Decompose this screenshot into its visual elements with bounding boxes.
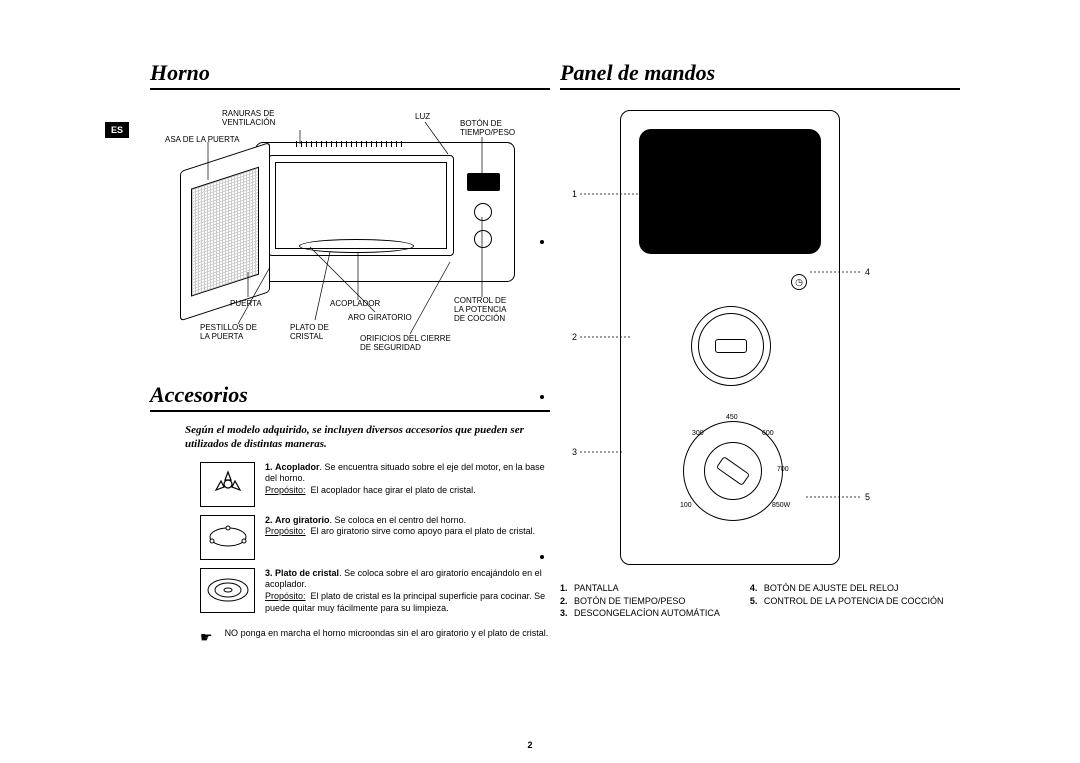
page-number: 2 — [527, 740, 532, 750]
control-panel-diagram: ◷ 100 300 450 600 700 850W — [560, 102, 920, 572]
label-orificios: ORIFICIOS DEL CIERREDE SEGURIDAD — [360, 335, 451, 353]
language-badge: ES — [105, 122, 129, 138]
pointing-hand-icon: ☛ — [200, 628, 213, 646]
callout-num: 5 — [865, 492, 870, 502]
legend-item: 2.BOTÓN DE TIEMPO/PESO — [560, 595, 720, 608]
label-plato: PLATO DECRISTAL — [290, 324, 329, 342]
label-luz: LUZ — [415, 113, 430, 122]
acc-title: Aro giratorio — [275, 515, 330, 525]
acc-num: 1. — [265, 462, 273, 472]
legend-item: 4.BOTÓN DE AJUSTE DEL RELOJ — [750, 582, 944, 595]
callout-num: 2 — [572, 332, 577, 342]
accessory-thumb-coupler — [200, 462, 255, 507]
note-text: NO ponga en marcha el horno microondas s… — [225, 628, 549, 640]
legend-item: 3.DESCONGELACÍON AUTOMÁTICA — [560, 607, 720, 620]
panel-legend: 1.PANTALLA 2.BOTÓN DE TIEMPO/PESO 3.DESC… — [560, 582, 960, 620]
label-aro: ARO GIRATORIO — [348, 314, 412, 323]
label-asa: ASA DE LA PUERTA — [165, 136, 239, 145]
acc-title: Acoplador — [275, 462, 320, 472]
acc-purpose-label: Propósito: — [265, 591, 306, 601]
acc-purpose-label: Propósito: — [265, 485, 306, 495]
section-title-accesorios: Accesorios — [150, 382, 550, 412]
label-boton-tiempo: BOTÓN DETIEMPO/PESO — [460, 120, 515, 138]
acc-num: 3. — [265, 568, 273, 578]
acc-purpose: El plato de cristal es la principal supe… — [265, 591, 545, 613]
accessory-row: 2. Aro giratorio. Se coloca en el centro… — [200, 515, 550, 560]
accessory-thumb-plate — [200, 568, 255, 613]
manual-page: ES Horno — [110, 60, 950, 740]
acc-purpose: El aro giratorio sirve como apoyo para e… — [311, 526, 536, 536]
acc-desc: . Se coloca en el centro del horno. — [330, 515, 467, 525]
section-title-horno: Horno — [150, 60, 550, 90]
label-control-potencia: CONTROL DELA POTENCIADE COCCIÓN — [454, 297, 506, 323]
label-puerta: PUERTA — [230, 300, 262, 309]
acc-purpose: El acoplador hace girar el plato de cris… — [311, 485, 476, 495]
oven-diagram: RANURAS DEVENTILACIÓN ASA DE LA PUERTA L… — [150, 102, 550, 362]
left-column: Horno — [150, 60, 550, 646]
acc-title: Plato de cristal — [275, 568, 339, 578]
accesorios-intro: Según el modelo adquirido, se incluyen d… — [185, 424, 550, 452]
accessory-row: 3. Plato de cristal. Se coloca sobre el … — [200, 568, 550, 615]
acc-num: 2. — [265, 515, 273, 525]
callout-num: 4 — [865, 267, 870, 277]
legend-item: 5.CONTROL DE LA POTENCIA DE COCCIÓN — [750, 595, 944, 608]
acc-purpose-label: Propósito: — [265, 526, 306, 536]
right-column: Panel de mandos ◷ 100 300 450 600 700 — [560, 60, 960, 620]
label-ranuras: RANURAS DEVENTILACIÓN — [222, 110, 275, 128]
label-acoplador: ACOPLADOR — [330, 300, 380, 309]
legend-item: 1.PANTALLA — [560, 582, 720, 595]
callout-num: 1 — [572, 189, 577, 199]
section-title-panel: Panel de mandos — [560, 60, 960, 90]
callout-num: 3 — [572, 447, 577, 457]
warning-note: ☛ NO ponga en marcha el horno microondas… — [200, 628, 550, 646]
accessory-thumb-ring — [200, 515, 255, 560]
accessory-row: 1. Acoplador. Se encuentra situado sobre… — [200, 462, 550, 507]
label-pestillos: PESTILLOS DELA PUERTA — [200, 324, 257, 342]
